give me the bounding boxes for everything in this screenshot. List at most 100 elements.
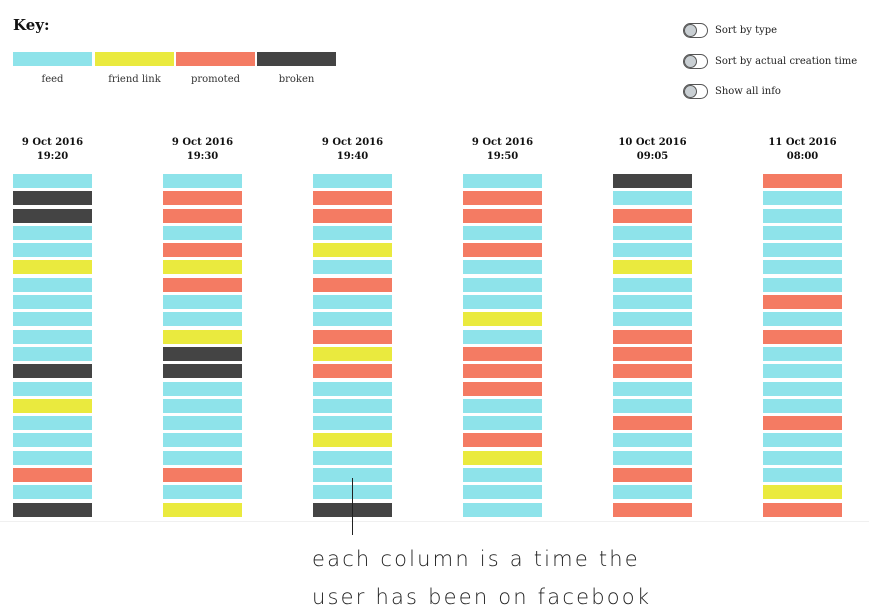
post-cell-feed: [763, 225, 842, 240]
column-time: 19:20: [36, 151, 69, 162]
post-cell-feed: [313, 312, 392, 327]
session-column: [763, 174, 842, 520]
post-cell-promoted: [613, 346, 692, 361]
post-cell-feed: [13, 225, 92, 240]
post-cell-promoted: [613, 364, 692, 379]
post-cell-promoted: [613, 208, 692, 223]
post-cell-feed: [13, 174, 92, 188]
column-header: 9 Oct 2016 19:20: [13, 136, 92, 164]
column-time: 09:05: [636, 151, 669, 162]
toggle-label: Sort by actual creation time: [715, 55, 858, 67]
post-cell-feed: [163, 450, 242, 465]
post-cell-promoted: [613, 329, 692, 344]
post-cell-promoted: [613, 468, 692, 483]
annotation-line-1: each column is a time the: [312, 547, 640, 571]
toggle-show-all-info[interactable]: Show all info: [683, 81, 781, 101]
post-cell-broken: [163, 346, 242, 361]
toggle-sort-by-creation-time[interactable]: Sort by actual creation time: [683, 51, 857, 71]
toggle-switch[interactable]: [683, 53, 708, 69]
post-cell-feed: [313, 260, 392, 275]
post-cell-feed: [463, 225, 542, 240]
post-cell-broken: [13, 191, 92, 206]
session-column: [463, 174, 542, 520]
post-cell-promoted: [313, 208, 392, 223]
toggle-knob: [684, 84, 697, 98]
baseline-divider: [0, 521, 869, 522]
post-cell-feed: [763, 208, 842, 223]
post-cell-friend: [463, 312, 542, 327]
column-date: 9 Oct 2016: [21, 137, 84, 148]
post-cell-promoted: [163, 243, 242, 258]
column-header: 11 Oct 2016 08:00: [763, 136, 842, 164]
post-cell-feed: [163, 485, 242, 500]
session-column: [313, 174, 392, 520]
post-cell-feed: [13, 346, 92, 361]
toggle-switch[interactable]: [683, 83, 708, 99]
post-cell-feed: [463, 174, 542, 188]
post-cell-promoted: [463, 433, 542, 448]
key-item-friend-link: friend link: [95, 52, 174, 85]
post-cell-feed: [613, 277, 692, 292]
post-cell-friend: [163, 502, 242, 517]
post-cell-promoted: [613, 416, 692, 431]
column-time: 19:40: [336, 151, 369, 162]
toggle-switch[interactable]: [683, 22, 708, 38]
column-header: 9 Oct 2016 19:40: [313, 136, 392, 164]
key-label-friend-link: friend link: [108, 74, 161, 85]
post-cell-feed: [613, 398, 692, 413]
key-title: Key:: [13, 16, 50, 34]
post-cell-friend: [313, 243, 392, 258]
post-cell-feed: [313, 295, 392, 310]
post-cell-feed: [13, 416, 92, 431]
column-date: 10 Oct 2016: [618, 137, 687, 148]
post-cell-feed: [463, 468, 542, 483]
post-cell-feed: [763, 398, 842, 413]
post-cell-promoted: [13, 468, 92, 483]
post-cell-promoted: [313, 364, 392, 379]
column-date: 9 Oct 2016: [471, 137, 534, 148]
column-header: 10 Oct 2016 09:05: [613, 136, 692, 164]
column-date: 11 Oct 2016: [768, 137, 837, 148]
annotation-pointer-line: [352, 478, 353, 535]
post-cell-feed: [463, 329, 542, 344]
post-cell-feed: [13, 329, 92, 344]
post-cell-promoted: [163, 208, 242, 223]
post-cell-promoted: [763, 174, 842, 188]
post-cell-feed: [613, 450, 692, 465]
post-cell-feed: [163, 174, 242, 188]
key-swatch-friend-link: [95, 52, 174, 66]
post-cell-feed: [313, 225, 392, 240]
post-cell-feed: [13, 243, 92, 258]
column-date: 9 Oct 2016: [321, 137, 384, 148]
post-cell-feed: [463, 416, 542, 431]
post-cell-broken: [163, 364, 242, 379]
post-cell-feed: [163, 433, 242, 448]
toggle-label: Sort by type: [715, 24, 778, 36]
column-date: 9 Oct 2016: [171, 137, 234, 148]
post-cell-promoted: [313, 191, 392, 206]
post-cell-feed: [463, 260, 542, 275]
post-cell-feed: [763, 468, 842, 483]
post-cell-friend: [313, 433, 392, 448]
column-time: 19:50: [486, 151, 519, 162]
session-column: [613, 174, 692, 520]
post-cell-promoted: [463, 364, 542, 379]
key-label-feed: feed: [41, 74, 64, 85]
post-cell-feed: [313, 416, 392, 431]
post-cell-broken: [613, 174, 692, 188]
post-cell-friend: [163, 329, 242, 344]
post-cell-feed: [613, 191, 692, 206]
post-cell-feed: [163, 312, 242, 327]
post-cell-feed: [313, 174, 392, 188]
post-cell-friend: [313, 346, 392, 361]
column-time: 08:00: [786, 151, 819, 162]
post-cell-broken: [13, 502, 92, 517]
post-cell-feed: [13, 277, 92, 292]
post-cell-friend: [613, 260, 692, 275]
post-cell-promoted: [463, 191, 542, 206]
post-cell-promoted: [313, 277, 392, 292]
post-cell-feed: [613, 433, 692, 448]
post-cell-promoted: [463, 381, 542, 396]
toggle-sort-by-type[interactable]: Sort by type: [683, 20, 777, 40]
post-cell-friend: [13, 398, 92, 413]
